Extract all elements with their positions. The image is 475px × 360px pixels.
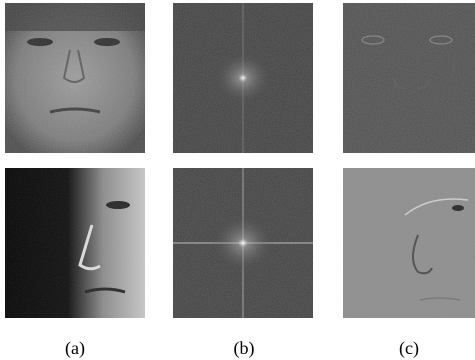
residual-image [343,168,475,318]
face-image [5,3,145,153]
panel-label: (a) [65,338,85,359]
spectrum-image [173,168,313,318]
residual-image [343,3,475,153]
spectrum-image [173,3,313,153]
face-image [5,168,145,318]
panel-label: (b) [234,338,255,359]
panel-label: (c) [399,338,419,359]
figure: (a) (b) (c) [0,0,475,360]
